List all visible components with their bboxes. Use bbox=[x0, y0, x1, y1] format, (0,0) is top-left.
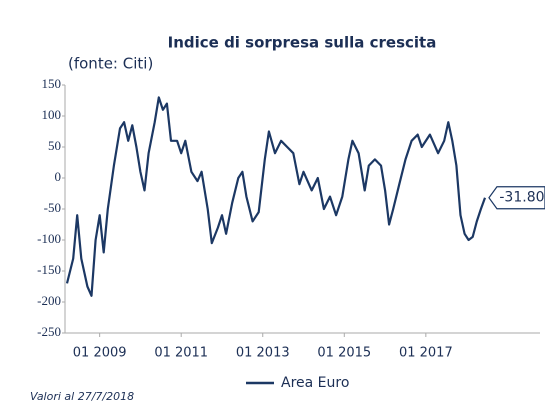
y-tick-label: 50 bbox=[48, 138, 61, 153]
y-tick-label: -50 bbox=[44, 200, 61, 215]
y-tick-label: 100 bbox=[42, 107, 62, 122]
chart-subtitle: (fonte: Citi) bbox=[68, 55, 153, 73]
x-tick-label: 01 2015 bbox=[317, 346, 371, 361]
x-tick-label: 01 2009 bbox=[73, 346, 127, 361]
chart-title: Indice di sorpresa sulla crescita bbox=[168, 34, 437, 52]
y-tick-label: -150 bbox=[37, 262, 61, 277]
annotation-label: -31.80 bbox=[499, 190, 544, 206]
y-tick-label: -200 bbox=[37, 293, 61, 308]
y-tick-label: 0 bbox=[55, 169, 62, 184]
x-tick-label: 01 2017 bbox=[399, 346, 453, 361]
line bbox=[65, 96, 487, 297]
legend-label: Area Euro bbox=[281, 375, 349, 391]
x-tick-label: 01 2011 bbox=[154, 346, 208, 361]
footnote: Valori al 27/7/2018 bbox=[30, 390, 134, 403]
x-tick-label: 01 2013 bbox=[236, 346, 290, 361]
y-tick-label: -100 bbox=[37, 231, 61, 246]
y-tick-label: -250 bbox=[37, 324, 61, 339]
y-tick-label: 150 bbox=[42, 76, 62, 91]
